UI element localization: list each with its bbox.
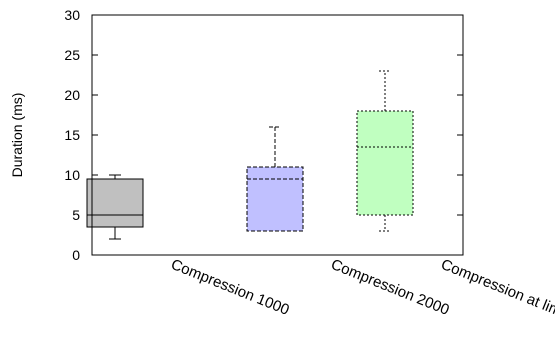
y-axis-label: Duration (ms) [9,93,25,178]
y-tick-label: 30 [64,7,80,23]
box-series [86,70,414,240]
y-axis-ticks: 0 5 10 15 20 25 30 [64,7,463,263]
box-body [356,110,414,216]
plot-frame [91,14,464,256]
x-category-label: Compression 1000 [169,256,292,319]
x-axis-category-labels: Compression 1000 Compression 2000Compress… [169,256,555,323]
y-tick-label: 0 [72,247,80,263]
box-3 [356,70,414,232]
y-tick-label: 10 [64,167,80,183]
box-body [86,178,144,228]
box-2 [246,126,304,232]
box-body [246,166,304,232]
x-category-label: Compression 2000 [329,256,452,319]
box-1 [86,174,144,240]
y-tick-label: 20 [64,87,80,103]
y-tick-label: 5 [72,207,80,223]
x-category-label: Compression at limit [439,256,555,323]
y-tick-label: 25 [64,47,80,63]
y-tick-label: 15 [64,127,80,143]
